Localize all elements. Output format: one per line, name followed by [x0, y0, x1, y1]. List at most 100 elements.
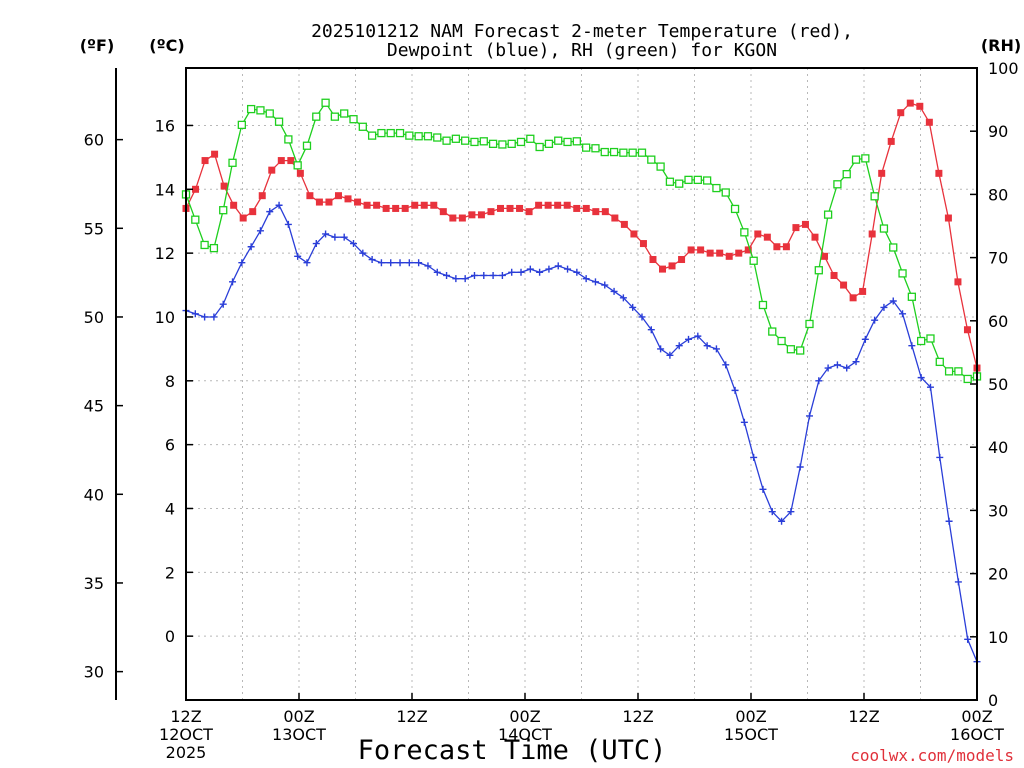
dewpoint-point [573, 268, 581, 276]
temperature-point [373, 201, 381, 209]
rh-point [740, 228, 749, 237]
x-tick-label: 12OCT [159, 725, 213, 744]
temperature-point [563, 201, 571, 209]
temperature-point [468, 211, 476, 219]
x-tick-label: 00Z [283, 707, 314, 726]
dewpoint-point [424, 262, 432, 270]
celsius-tick-label: 16 [155, 116, 175, 135]
temperature-point [392, 204, 400, 212]
dewpoint-point [322, 230, 330, 238]
x-tick-label: 2025 [166, 743, 207, 762]
rh-point [461, 136, 470, 145]
temperature-point [944, 214, 952, 222]
temperature-point [639, 240, 647, 248]
temperature-point [954, 278, 962, 286]
temperature-point [868, 230, 876, 238]
temperature-point [830, 271, 838, 279]
dewpoint-point [917, 374, 925, 382]
rh-tick-label: 30 [988, 501, 1008, 520]
temperature-point [315, 198, 323, 206]
temperature-point [906, 99, 914, 107]
rh-point [358, 122, 367, 131]
rh-point [191, 215, 200, 224]
x-tick-label: 12Z [848, 707, 879, 726]
x-tick-label: 12Z [396, 707, 427, 726]
temperature-point [230, 201, 238, 209]
dewpoint-point [219, 300, 227, 308]
dewpoint-point [461, 275, 469, 283]
rh-point [544, 139, 554, 148]
rh-unit-label: (RH) [981, 36, 1021, 55]
rh-tick-label: 60 [988, 312, 1008, 331]
temperature-point [487, 208, 495, 216]
dewpoint-point [433, 268, 441, 276]
rh-point [451, 134, 461, 143]
temperature-point [277, 157, 285, 165]
temperature-point [811, 233, 819, 241]
temperature-point [897, 109, 905, 117]
temperature-point [649, 256, 657, 264]
rh-point [256, 106, 265, 115]
rh-point [721, 188, 730, 197]
rh-tick-label: 0 [988, 691, 998, 710]
celsius-tick-label: 4 [165, 499, 175, 518]
rh-point [433, 133, 442, 142]
x-tick-label: 12Z [170, 707, 201, 726]
rh-tick-label: 40 [988, 438, 1008, 457]
dewpoint-point [899, 310, 907, 318]
temperature-point [754, 230, 762, 238]
temperature-point [735, 249, 743, 257]
rh-point [665, 177, 675, 186]
fahrenheit-tick-label: 50 [84, 308, 104, 327]
temperature-point [296, 169, 304, 177]
dewpoint-point [294, 252, 302, 260]
rh-point [386, 128, 395, 138]
temperature-point [382, 204, 390, 212]
rh-point [833, 180, 842, 189]
rh-tick-label: 100 [988, 59, 1019, 78]
rh-point [796, 346, 805, 355]
rh-point [889, 243, 898, 252]
dewpoint-point [685, 335, 693, 343]
rh-point [330, 112, 340, 121]
temperature-point [249, 208, 257, 216]
dewpoint-point [443, 271, 451, 279]
dewpoint-point [377, 259, 385, 267]
dewpoint-point [787, 508, 795, 516]
rh-point [647, 155, 656, 164]
dewpoint-point [256, 227, 264, 235]
dewpoint-point [871, 316, 879, 324]
temperature-point [697, 246, 705, 254]
rh-point [582, 143, 591, 152]
rh-point [656, 162, 665, 171]
x-tick-label: 00Z [735, 707, 766, 726]
rh-point [246, 104, 256, 114]
dewpoint-point [508, 268, 516, 276]
celsius-tick-label: 2 [165, 563, 175, 582]
rh-point [917, 336, 926, 346]
temperature-point [192, 185, 200, 193]
x-tick-label: 13OCT [272, 725, 326, 744]
temperature-point [630, 230, 638, 238]
dewpoint-point [554, 262, 562, 270]
rh-tick-label: 10 [988, 628, 1008, 647]
rh-point [237, 120, 246, 130]
dewpoint-point [796, 463, 804, 471]
dewpoint-point [926, 383, 934, 391]
rh-point [516, 137, 526, 147]
rh-point [284, 135, 293, 144]
temperature-point [916, 102, 924, 110]
temperature-point [201, 157, 209, 165]
dewpoint-point [489, 271, 497, 279]
x-tick-label: 14OCT [498, 725, 552, 744]
dewpoint-point [638, 313, 646, 321]
rh-point [349, 115, 358, 124]
dewpoint-point [591, 278, 599, 286]
temperature-point [573, 204, 581, 212]
series-layer [181, 98, 982, 666]
dewpoint-point [908, 342, 916, 350]
rh-point [563, 137, 572, 147]
temperature-point [220, 182, 228, 190]
temperature-point [354, 198, 362, 206]
